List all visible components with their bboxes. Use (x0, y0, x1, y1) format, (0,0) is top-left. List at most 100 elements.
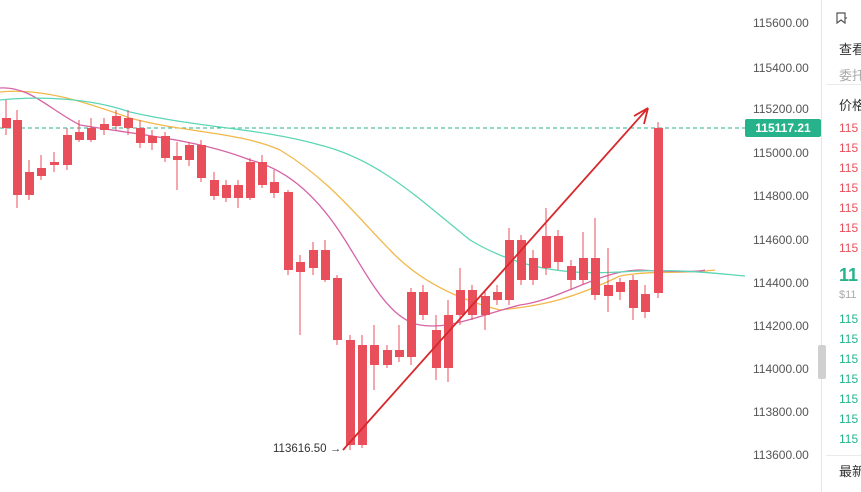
separator (826, 455, 861, 456)
candle-body (554, 236, 563, 262)
ask-price[interactable]: 115 (839, 241, 859, 255)
candle-body (432, 330, 441, 368)
candle-body (258, 162, 267, 185)
price-tick: 114400.00 (753, 276, 809, 290)
candle-body (246, 162, 255, 198)
candle-body (383, 350, 392, 365)
candle-body (234, 185, 243, 198)
moving-average-line (0, 97, 745, 277)
separator (826, 84, 861, 85)
candle-body (444, 315, 453, 368)
latest-trades-label[interactable]: 最新 (839, 464, 861, 479)
candle-body (148, 136, 157, 143)
trend-arrow-head (633, 107, 649, 125)
candle-body (284, 192, 293, 270)
bid-price[interactable]: 115 (839, 312, 859, 326)
price-axis[interactable]: 115600.00 115400.00 115200.00 115000.00 … (745, 0, 820, 492)
candle-body (542, 236, 551, 268)
ask-price[interactable]: 115 (839, 201, 859, 215)
low-price-arrow: → (329, 443, 342, 455)
price-tick: 115600.00 (753, 16, 809, 30)
candle-body (270, 182, 279, 193)
candle-body (579, 258, 588, 280)
candle-body (346, 340, 355, 445)
candle-body (456, 290, 465, 315)
candle-body (136, 128, 145, 143)
candle-body (567, 266, 576, 280)
ask-price[interactable]: 115 (839, 121, 859, 135)
candle-body (591, 258, 600, 295)
bid-price[interactable]: 115 (839, 332, 859, 346)
candle-body (185, 145, 194, 160)
candle-body (370, 345, 379, 365)
price-tick: 113800.00 (753, 405, 809, 419)
candle-body (100, 124, 109, 130)
candle-body (296, 262, 305, 272)
price-tick: 114600.00 (753, 233, 809, 247)
candle-body (37, 168, 46, 176)
candle-body (407, 292, 416, 357)
bid-price[interactable]: 115 (839, 392, 859, 406)
candle-body (210, 180, 219, 196)
candle-body (493, 292, 502, 300)
candle-body (161, 136, 170, 158)
ask-price[interactable]: 115 (839, 141, 859, 155)
candle-body (112, 116, 121, 126)
candle-body (654, 128, 663, 293)
candle-body (529, 258, 538, 280)
candle-body (50, 162, 59, 165)
current-price-badge: 115117.21 (745, 119, 821, 137)
candle-body (13, 120, 22, 195)
bid-price[interactable]: 115 (839, 372, 859, 386)
candle-body (173, 156, 182, 160)
candle-body (25, 172, 34, 195)
price-tick: 114000.00 (753, 362, 809, 376)
moving-average-line (0, 87, 706, 327)
candle-body (505, 240, 514, 300)
candle-body (629, 280, 638, 308)
candle-body (395, 350, 404, 357)
bookmark-icon[interactable] (836, 12, 848, 25)
panel-resize-handle[interactable] (818, 345, 826, 379)
low-price-value: 113616.50 (273, 443, 327, 455)
bid-price[interactable]: 115 (839, 412, 859, 426)
candle-body (197, 145, 206, 178)
candle-body (309, 250, 318, 268)
bid-price[interactable]: 115 (839, 352, 859, 366)
candle-body (63, 135, 72, 165)
ask-price[interactable]: 115 (839, 181, 859, 195)
price-tick: 115000.00 (753, 146, 809, 160)
price-tick: 113600.00 (753, 448, 809, 462)
last-price: 11 (839, 265, 859, 285)
order-book-panel: 查看 委托 价格 115 115 115 115 115 115 115 11 … (822, 0, 861, 492)
price-tick: 114800.00 (753, 189, 809, 203)
price-tick: 114200.00 (753, 319, 809, 333)
price-tick: 115400.00 (753, 61, 809, 75)
low-price-label: 113616.50 → (273, 443, 341, 455)
ask-price[interactable]: 115 (839, 221, 859, 235)
view-label[interactable]: 查看 (839, 42, 861, 57)
candle-body (517, 240, 526, 280)
candlestick-chart[interactable]: 113616.50 → (0, 0, 745, 492)
ask-price[interactable]: 115 (839, 161, 859, 175)
candle-body (222, 185, 231, 198)
chart-canvas (0, 87, 745, 451)
trend-arrow-line (342, 107, 649, 451)
panel-divider (821, 0, 822, 492)
candle-body (87, 128, 96, 140)
candle-body (468, 290, 477, 315)
candle-body (358, 345, 367, 445)
last-price-usd: $11 (839, 289, 857, 301)
candle-body (333, 278, 342, 340)
candle-body (641, 294, 650, 312)
candle-body (419, 292, 428, 315)
candle-body (616, 282, 625, 292)
bid-price[interactable]: 115 (839, 432, 859, 446)
candle-body (75, 132, 84, 140)
candle-body (321, 250, 330, 280)
price-header: 价格 (839, 98, 861, 113)
candle-body (481, 296, 490, 315)
candle-body (124, 118, 133, 128)
price-tick: 115200.00 (753, 102, 809, 116)
order-label[interactable]: 委托 (839, 68, 861, 83)
